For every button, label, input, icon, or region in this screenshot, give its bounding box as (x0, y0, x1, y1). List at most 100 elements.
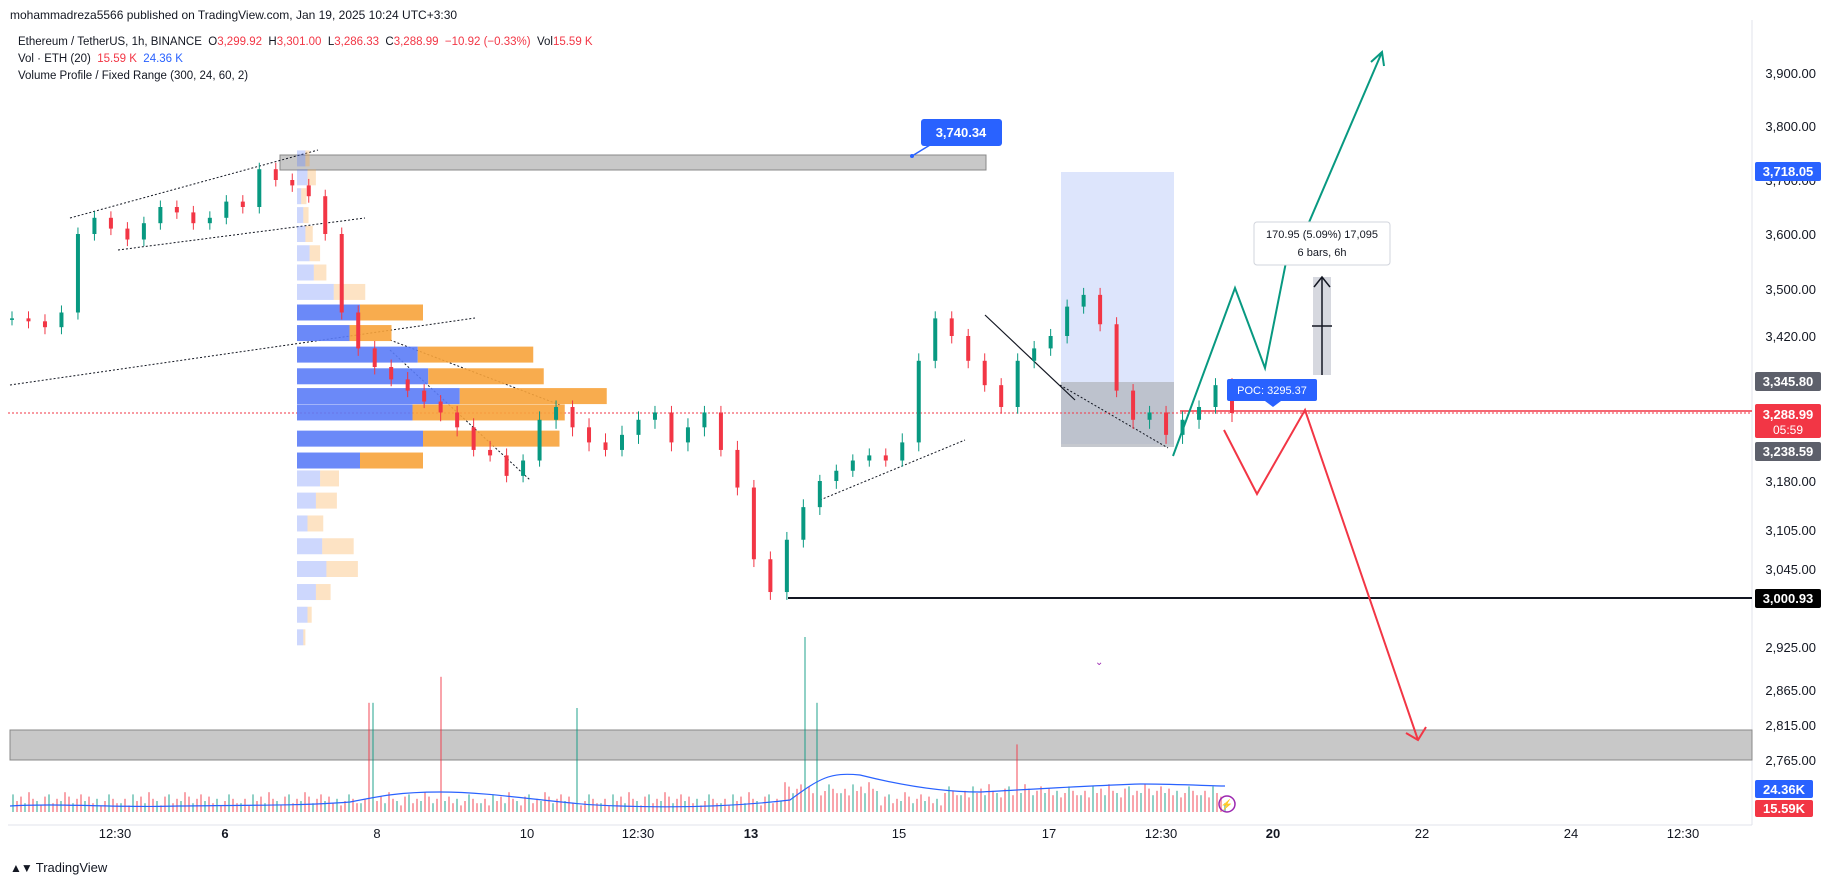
candle-body (1213, 385, 1218, 407)
volume-bar (1140, 793, 1142, 812)
volume-bar (976, 793, 978, 812)
vp-bar-up (297, 404, 413, 421)
volume-bar (768, 794, 770, 812)
volume-bar (508, 792, 510, 812)
volume-profile-title[interactable]: Volume Profile / Fixed Range (300, 24, 6… (18, 70, 249, 82)
volume-bar (364, 798, 366, 812)
volume-bar (328, 796, 330, 812)
last-price-tag (1755, 404, 1821, 438)
volume-bar (948, 786, 950, 812)
demand-zone[interactable] (9, 729, 1753, 761)
candle-body (75, 234, 80, 313)
volume-bar (356, 803, 358, 812)
candle-body (570, 406, 575, 428)
candle-body (174, 207, 179, 213)
candle-body (735, 449, 740, 488)
volume-bar (472, 798, 474, 812)
open-value: 3,299.92 (217, 36, 262, 48)
price-tick-label: 3,180.00 (1765, 474, 1816, 489)
candle-body (1114, 324, 1119, 391)
volume-bar (288, 794, 290, 812)
volume-bar (348, 794, 350, 812)
volume-bar (40, 805, 42, 812)
volume-bar (880, 805, 882, 812)
volume-bar (744, 803, 746, 812)
volume-bar (312, 803, 314, 812)
volume-bar (1056, 790, 1058, 812)
price-tick-label: 2,925.00 (1765, 640, 1816, 655)
poc-label-box[interactable] (1227, 379, 1317, 401)
bearish-path[interactable] (1223, 407, 1419, 741)
measure-box[interactable] (1253, 221, 1391, 266)
volume-bar (928, 796, 930, 812)
candle-body (306, 185, 311, 197)
vp-bar-up (297, 492, 316, 509)
candle-body (240, 201, 245, 207)
volume-bar (1108, 784, 1110, 812)
volume-ma-tag (1755, 780, 1813, 798)
candle-body (488, 449, 493, 456)
candle-body (636, 419, 641, 435)
candle-body (108, 217, 113, 229)
volume-bar (500, 796, 502, 812)
footer-brand[interactable]: TradingView (35, 860, 108, 875)
high-mark-pointer (911, 144, 931, 157)
time-tick-label: 12:30 (1145, 826, 1178, 841)
vp-bar-down (360, 304, 423, 321)
volume-bar (260, 796, 262, 812)
time-axis[interactable]: 12:30 6 8 10 12:30 13 15 17 12:30 20 22 24 12:30 (99, 826, 1700, 841)
time-tick-label: 24 (1564, 826, 1578, 841)
candle-body (273, 169, 278, 180)
volume-bar (504, 803, 506, 812)
candle-body (191, 212, 196, 224)
volume-bar (896, 798, 898, 812)
volume-bar (568, 796, 570, 812)
volume-bar (200, 794, 202, 812)
vp-bar-up (297, 325, 350, 342)
volume-bar (1128, 786, 1130, 812)
vp-bar-down (313, 264, 327, 281)
vp-bar-up (297, 226, 306, 242)
svg-text:3,238.59: 3,238.59 (1763, 444, 1814, 459)
high-mark-label-box[interactable] (921, 119, 1002, 146)
volume-bar (1008, 786, 1010, 812)
volume-bar (24, 803, 26, 812)
vp-bar-up (297, 264, 314, 281)
volume-bar (480, 803, 482, 812)
consolidation-zone[interactable] (1061, 382, 1174, 447)
volume-bar (804, 637, 806, 812)
high-mark-dot (910, 154, 914, 158)
close-value: 3,288.99 (393, 36, 439, 48)
candle-body (471, 427, 476, 450)
candles (10, 162, 1234, 600)
zone-top-tag (1755, 372, 1821, 391)
volume-bar (700, 805, 702, 812)
volume-bar (1136, 790, 1138, 812)
volume-bar (52, 803, 54, 812)
volume-bar (668, 796, 670, 812)
symbol-title[interactable]: Ethereum / TetherUS, 1h, BINANCE (18, 36, 202, 48)
volume-bar (936, 798, 938, 812)
vp-bar-down (307, 169, 316, 186)
volume-bar (444, 801, 446, 812)
chevron-down-icon[interactable]: ⌄ (1095, 657, 1103, 668)
volume-bar (324, 801, 326, 812)
tradingview-logo-icon[interactable]: ▲▼ (10, 860, 33, 875)
volume-bar (908, 796, 910, 812)
vp-bar-up (297, 368, 429, 385)
vp-bar-up (297, 452, 360, 469)
volume-bar (1048, 788, 1050, 812)
bullish-path[interactable] (1172, 51, 1383, 457)
bar-countdown: 05:59 (1773, 423, 1803, 437)
resistance-zone[interactable] (279, 154, 987, 171)
volume-bar (864, 793, 866, 812)
price-axis[interactable]: 3,900.003,800.003,700.003,600.003,500.00… (1765, 66, 1816, 768)
volume-bar (468, 794, 470, 812)
lightning-icon[interactable] (1218, 795, 1236, 813)
volume-indicator-title[interactable]: Vol · ETH (20) (18, 53, 91, 65)
volume-bar (248, 805, 250, 812)
volume-bar (648, 794, 650, 812)
volume-bar (952, 790, 954, 812)
volume-bar (336, 798, 338, 812)
